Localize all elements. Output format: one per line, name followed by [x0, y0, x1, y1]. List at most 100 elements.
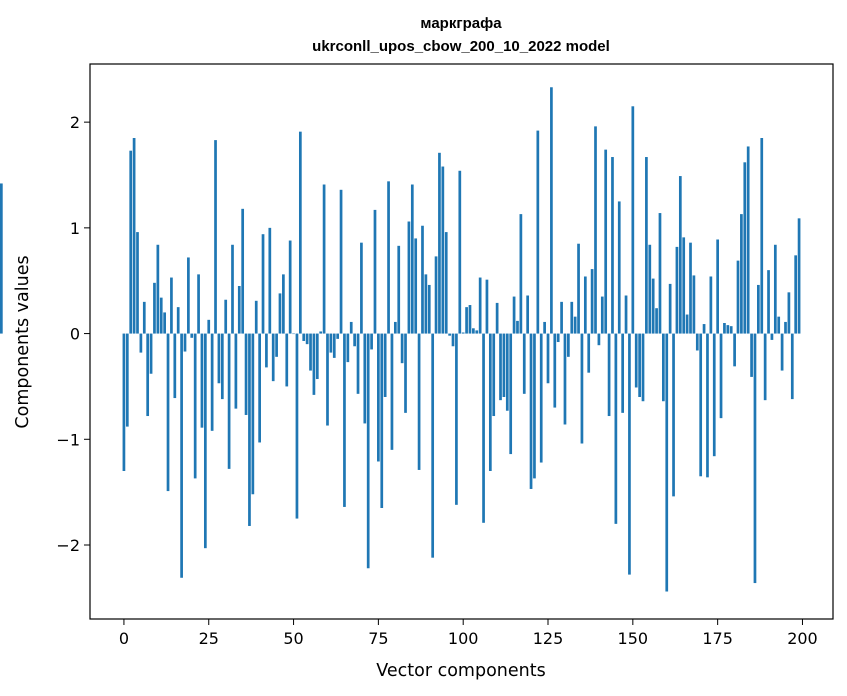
bar-111 — [499, 333, 502, 401]
bar-127 — [553, 333, 557, 408]
bar-118 — [522, 333, 526, 394]
bar-26 — [210, 333, 214, 431]
bar-189 — [763, 333, 767, 401]
plot-frame — [89, 63, 834, 620]
bar-37 — [248, 333, 251, 526]
bar-177 — [723, 323, 726, 334]
bar-167 — [689, 242, 692, 334]
bar-121 — [533, 333, 536, 479]
bar-41 — [261, 234, 265, 334]
bar-3 — [132, 138, 136, 334]
bar-158 — [658, 213, 662, 334]
bar-169 — [695, 333, 699, 351]
bar-124 — [543, 321, 546, 334]
bar-14 — [170, 277, 173, 334]
bar-146 — [617, 201, 621, 334]
bar-36 — [244, 333, 248, 415]
bar-165 — [682, 237, 686, 334]
bar-123 — [539, 333, 543, 463]
bar-34 — [237, 286, 241, 334]
bar-58 — [319, 331, 323, 334]
bar-135 — [580, 333, 584, 444]
bar-122 — [536, 130, 540, 334]
bar-80 — [393, 321, 397, 334]
bar-64 — [339, 189, 343, 334]
bar-162 — [672, 333, 675, 497]
bar-42 — [265, 333, 268, 368]
bar-series — [0, 87, 801, 592]
bar-176 — [719, 333, 723, 419]
bar-53 — [302, 333, 306, 341]
bar-120 — [529, 333, 533, 489]
bar-163 — [675, 246, 679, 334]
bar-199 — [797, 218, 801, 334]
bar-196 — [787, 292, 791, 334]
bar-76 — [380, 333, 384, 508]
bar-56 — [312, 333, 316, 395]
bar-126 — [550, 87, 553, 334]
bar-91 — [431, 333, 435, 558]
bar-128 — [556, 333, 560, 343]
bar-152 — [638, 333, 641, 397]
x-axis-ticks: 0 25 50 75 100 125 150 175 200 — [119, 619, 818, 648]
bar-198 — [794, 255, 798, 334]
bar-149 — [628, 333, 631, 575]
bar-7 — [146, 333, 150, 417]
bar-109 — [492, 333, 496, 417]
bar-131 — [567, 333, 570, 357]
bar-51 — [295, 333, 299, 519]
bar-97 — [451, 333, 455, 347]
x-axis-label: Vector components — [376, 661, 545, 681]
bar-86 — [414, 238, 418, 334]
bar-141 — [600, 296, 604, 334]
bar-54 — [305, 333, 309, 345]
bar-166 — [685, 314, 689, 334]
bar-187 — [757, 284, 760, 334]
bar-105 — [478, 277, 482, 334]
bar-101 — [465, 307, 468, 334]
chart-title: маркграфа — [420, 15, 502, 32]
bar-142 — [604, 149, 608, 334]
bar-77 — [383, 333, 387, 397]
bar-13 — [166, 333, 170, 492]
bar-15 — [173, 333, 177, 399]
bar-11 — [159, 297, 163, 334]
bar-70 — [360, 242, 363, 334]
bar-195 — [784, 321, 787, 334]
x-tick-label: 175 — [702, 629, 733, 648]
bar-179 — [729, 326, 733, 334]
bar-174 — [712, 333, 716, 457]
bar-154 — [645, 157, 648, 334]
bar-84 — [407, 221, 411, 334]
x-tick-label: 25 — [199, 629, 219, 648]
bar-12 — [163, 312, 166, 334]
bar-172 — [706, 333, 709, 478]
bar-140 — [597, 333, 601, 346]
bar-114 — [509, 333, 513, 455]
bar-94 — [441, 166, 445, 334]
bar-104 — [475, 330, 479, 334]
bar-108 — [488, 333, 492, 471]
bar-72 — [366, 333, 370, 569]
bar-52 — [298, 131, 302, 334]
bar-43 — [268, 227, 272, 334]
bar-1 — [125, 333, 129, 427]
bar-136 — [583, 276, 587, 334]
bar-194 — [780, 333, 784, 371]
x-tick-label: 75 — [368, 629, 388, 648]
bar-8 — [149, 333, 153, 374]
bar-184 — [746, 146, 750, 334]
bar-71 — [363, 333, 367, 424]
bar-49 — [288, 240, 292, 334]
bar-79 — [390, 333, 394, 450]
bar-24 — [203, 333, 207, 549]
bar-19 — [187, 257, 190, 334]
bar-116 — [516, 320, 519, 334]
y-axis-label: Components values — [13, 255, 33, 428]
bar-148 — [624, 295, 628, 334]
bar-103 — [472, 328, 475, 334]
bar-17 — [180, 333, 183, 578]
bar-139 — [594, 126, 597, 334]
bar-188 — [760, 138, 764, 334]
bar-66 — [346, 333, 350, 363]
